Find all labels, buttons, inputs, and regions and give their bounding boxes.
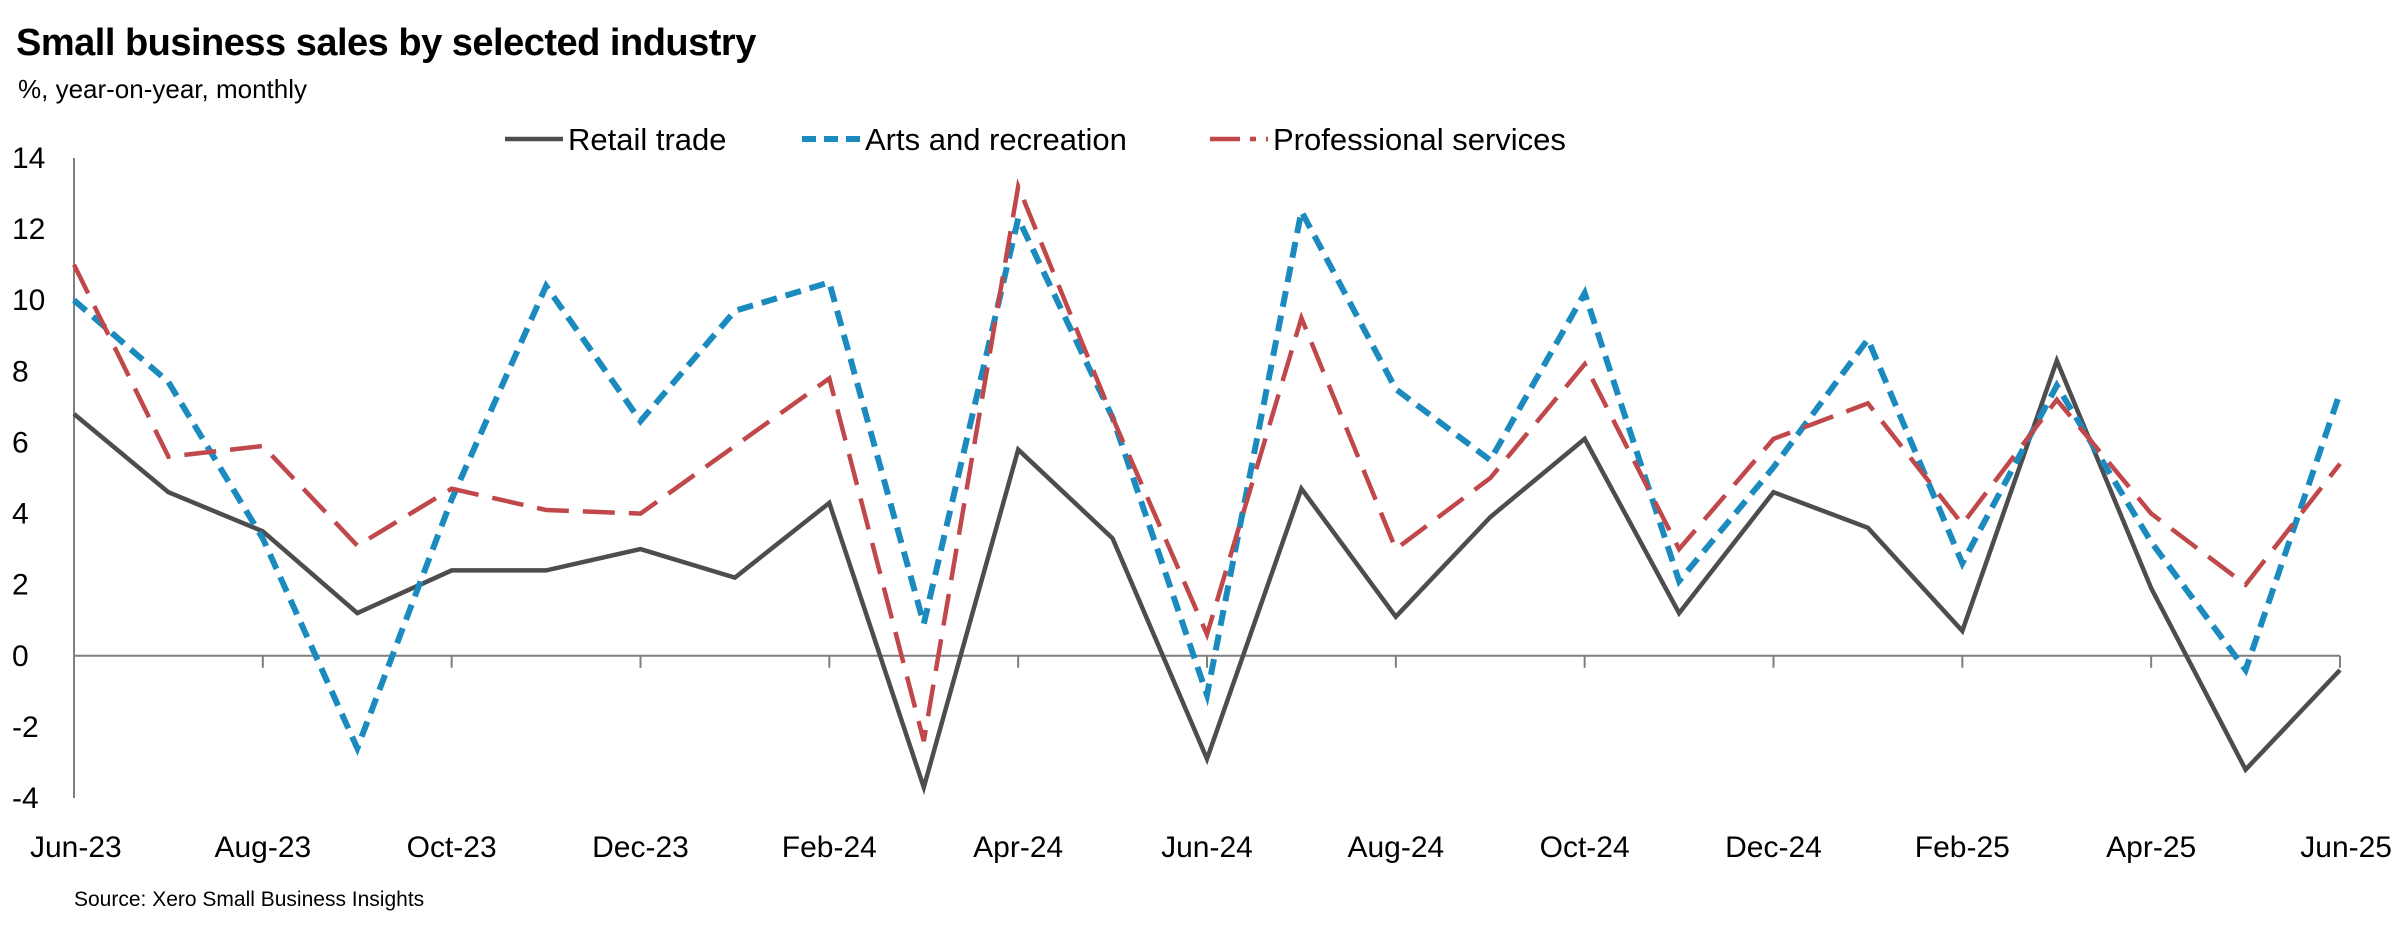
x-tick-label: Feb-25 <box>1915 831 2010 864</box>
y-tick-label: -2 <box>12 711 39 744</box>
legend-label: Arts and recreation <box>865 122 1127 157</box>
y-tick-label: 4 <box>12 498 29 531</box>
x-tick-label: Aug-23 <box>214 831 311 864</box>
chart-title: Small business sales by selected industr… <box>16 22 756 64</box>
y-tick-label: 10 <box>12 284 45 317</box>
x-tick-label: Oct-24 <box>1540 831 1630 864</box>
x-tick-label: Dec-23 <box>592 831 689 864</box>
source-note: Source: Xero Small Business Insights <box>74 888 425 911</box>
x-tick-label: Apr-24 <box>973 831 1063 864</box>
x-tick-label: Jun-24 <box>1161 831 1253 864</box>
legend-label: Retail trade <box>568 122 727 157</box>
y-tick-label: -4 <box>12 782 39 815</box>
y-tick-label: 8 <box>12 355 29 388</box>
y-tick-label: 2 <box>12 569 29 602</box>
x-tick-label: Jun-23 <box>30 831 122 864</box>
chart-subtitle: %, year-on-year, monthly <box>18 74 308 104</box>
series-line-arts-and-recreation <box>72 202 2343 757</box>
x-tick-label: Apr-25 <box>2106 831 2196 864</box>
y-tick-label: 14 <box>12 142 45 175</box>
x-tick-label: Aug-24 <box>1347 831 1444 864</box>
y-tick-label: 0 <box>12 640 29 673</box>
x-tick-label: Oct-23 <box>407 831 497 864</box>
legend-label: Professional services <box>1273 122 1566 157</box>
x-tick-label: Jun-25 <box>2300 831 2392 864</box>
y-tick-label: 12 <box>12 213 45 246</box>
x-tick-label: Dec-24 <box>1725 831 1822 864</box>
y-tick-label: 6 <box>12 426 29 459</box>
series-line-professional-services <box>71 178 2342 742</box>
x-tick-label: Feb-24 <box>782 831 877 864</box>
series-line-retail-trade <box>72 354 2342 795</box>
